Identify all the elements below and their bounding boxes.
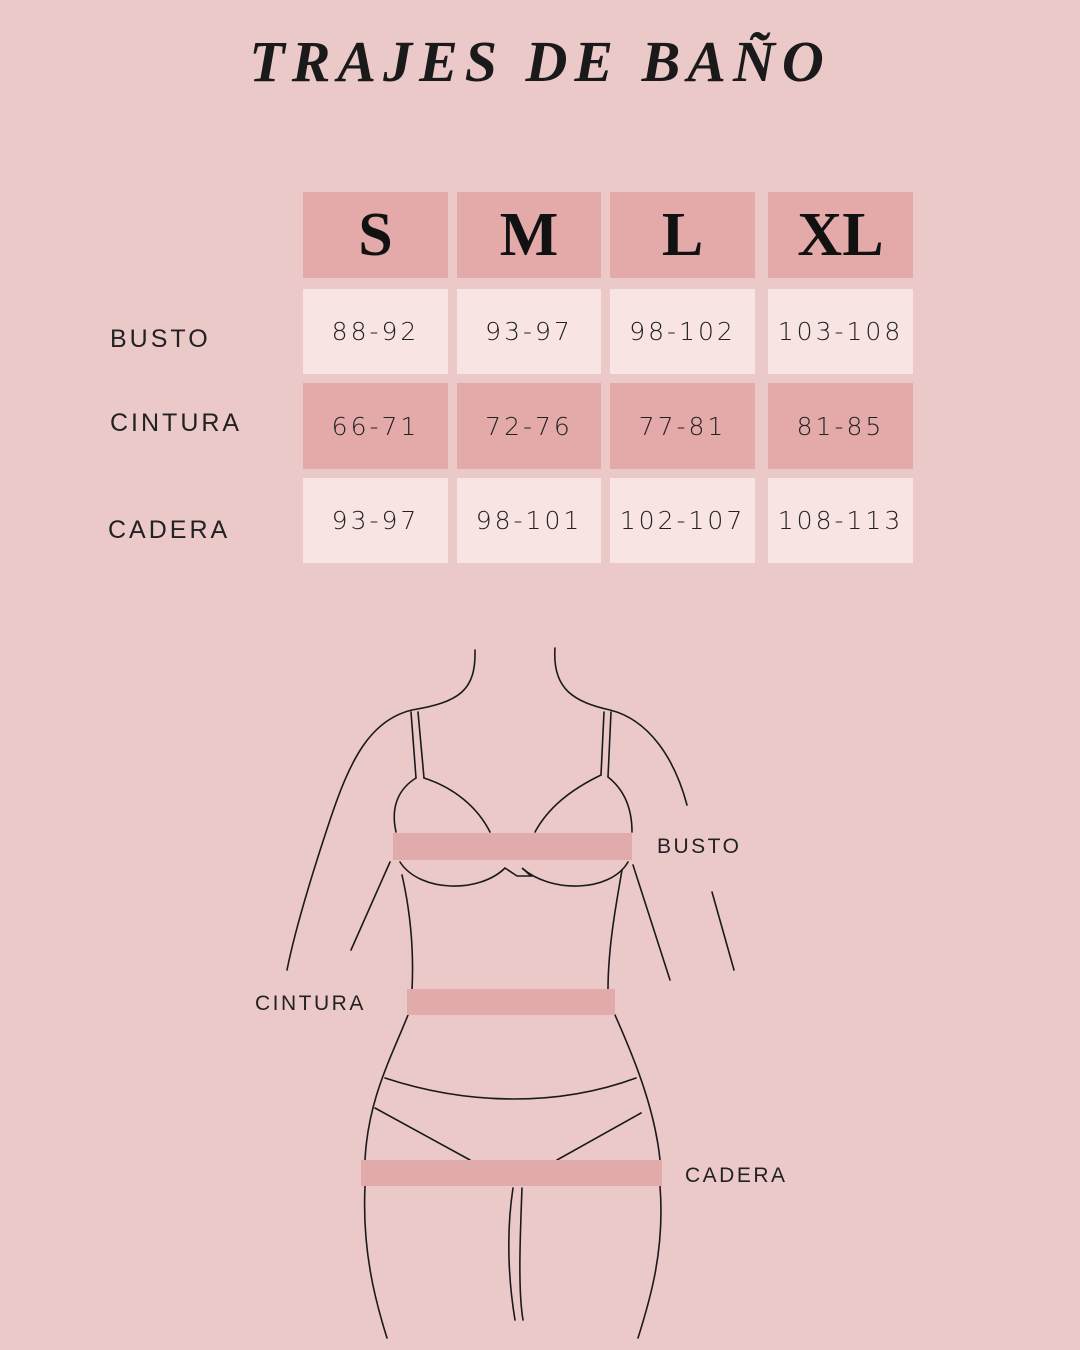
table-cell: 98-101: [457, 478, 601, 563]
table-cell: 108-113: [768, 478, 913, 563]
figure-label-cadera: CADERA: [685, 1164, 788, 1187]
table-cell: 93-97: [457, 289, 601, 374]
bust-band: [393, 833, 632, 860]
table-cell: 102-107: [610, 478, 755, 563]
row-label-busto: BUSTO: [110, 325, 211, 353]
table-cell: 72-76: [457, 383, 601, 469]
waist-band: [407, 989, 615, 1015]
table-cell: 77-81: [610, 383, 755, 469]
table-cell: 66-71: [303, 383, 448, 469]
figure-label-busto: BUSTO: [657, 835, 742, 858]
size-header-xl: XL: [768, 192, 913, 278]
table-cell: 81-85: [768, 383, 913, 469]
row-label-cadera: CADERA: [108, 516, 231, 544]
size-header-l: L: [610, 192, 755, 278]
size-header-m: M: [457, 192, 601, 278]
page-title: TRAJES DE BAÑO: [249, 29, 831, 94]
row-label-cintura: CINTURA: [110, 409, 243, 437]
figure-label-cintura: CINTURA: [255, 992, 366, 1015]
hip-band: [361, 1160, 662, 1186]
table-cell: 93-97: [303, 478, 448, 563]
table-cell: 103-108: [768, 289, 913, 374]
size-header-s: S: [303, 192, 448, 278]
table-cell: 98-102: [610, 289, 755, 374]
table-cell: 88-92: [303, 289, 448, 374]
